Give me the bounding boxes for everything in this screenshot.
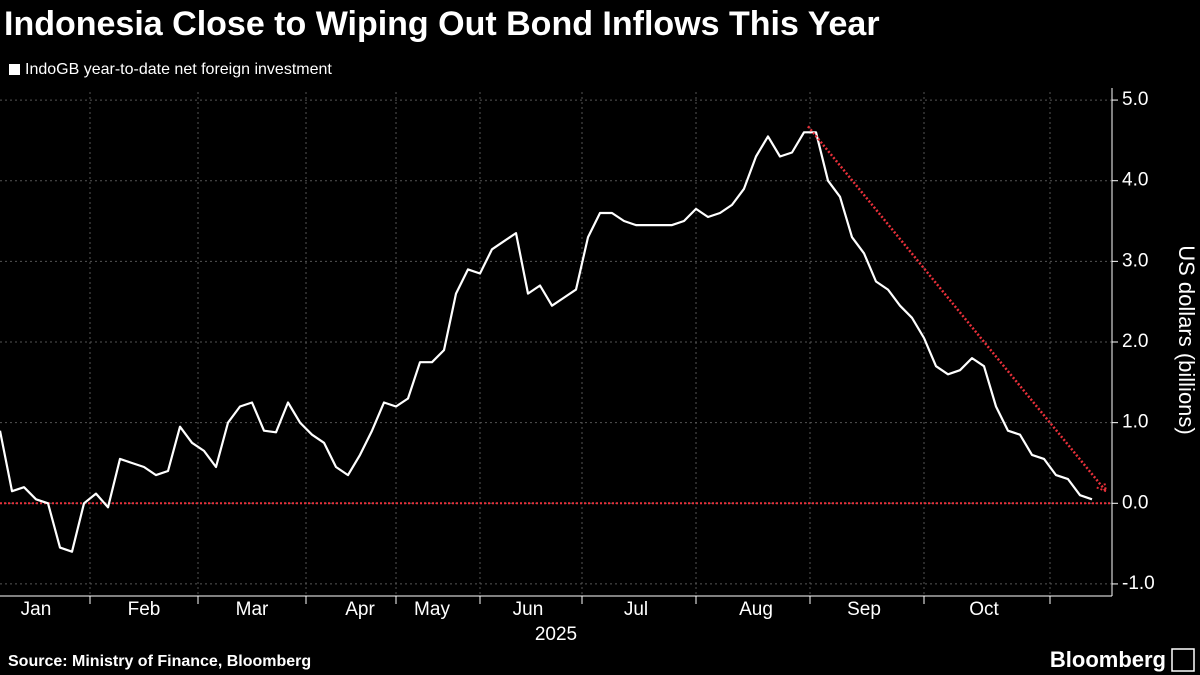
- chart-title: Indonesia Close to Wiping Out Bond Inflo…: [4, 5, 880, 43]
- x-tick-label: Apr: [345, 599, 375, 620]
- arrow-head: [1096, 481, 1108, 493]
- y-tick-label: -1.0: [1122, 573, 1155, 594]
- y-tick-label: 5.0: [1122, 89, 1148, 110]
- x-tick-label: Jan: [21, 599, 52, 620]
- line: [0, 131, 1093, 553]
- x-tick-label: Aug: [739, 599, 773, 620]
- y-tick-label: 1.0: [1122, 412, 1148, 433]
- x-tick-label: Sep: [847, 599, 881, 620]
- y-tick-label: 0.0: [1122, 492, 1148, 513]
- y-tick-label: 4.0: [1122, 170, 1148, 191]
- legend-label: IndoGB year-to-date net foreign investme…: [25, 61, 332, 78]
- x-tick-label: Mar: [236, 599, 269, 620]
- x-axis-label: 2025: [535, 624, 577, 645]
- x-tick-label: May: [414, 599, 450, 620]
- legend-swatch: [9, 64, 20, 75]
- x-tick-label: Jul: [624, 599, 648, 620]
- logo: Bloomberg: [1050, 647, 1166, 672]
- x-tick-label: Feb: [128, 599, 161, 620]
- x-tick-label: Jun: [513, 599, 544, 620]
- y-tick-label: 3.0: [1122, 250, 1148, 271]
- x-tick-label: Oct: [969, 599, 999, 620]
- y-axis-label: US dollars (billions): [1174, 245, 1199, 435]
- y-tick-label: 2.0: [1122, 331, 1148, 352]
- trend-arrow: [807, 125, 1107, 493]
- logo-icon: [1171, 648, 1195, 672]
- source: Source: Ministry of Finance, Bloomberg: [8, 653, 311, 670]
